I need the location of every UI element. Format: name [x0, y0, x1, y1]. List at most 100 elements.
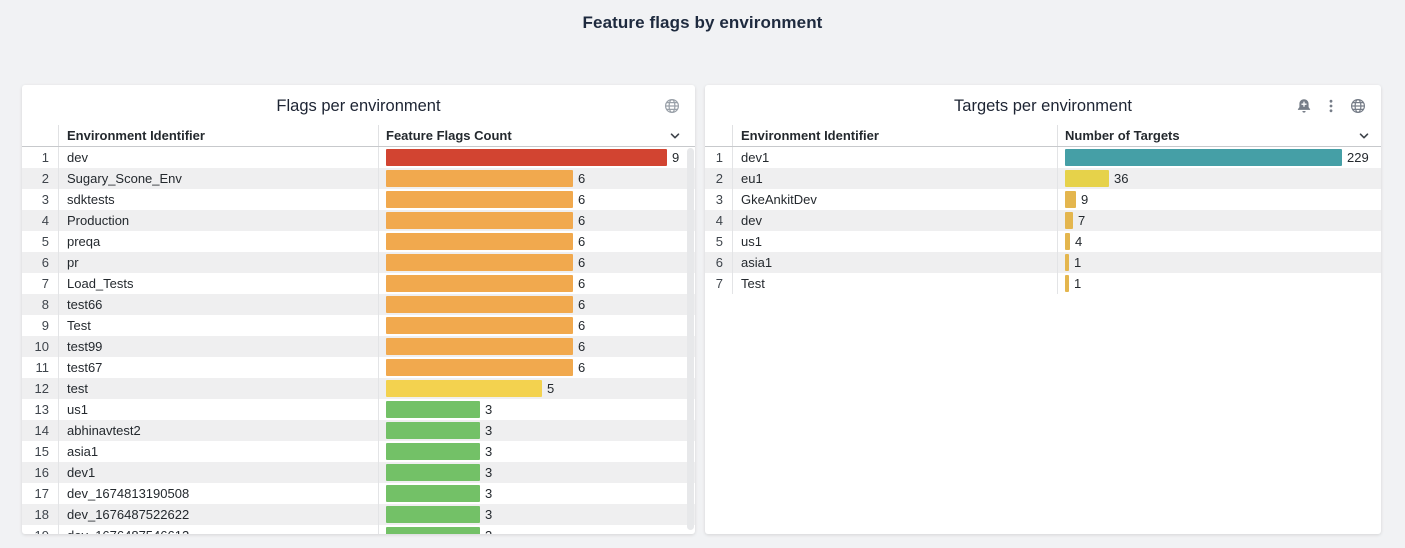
- environment-identifier-cell: us1: [58, 399, 378, 420]
- globe-icon[interactable]: [664, 98, 680, 114]
- gauge-value: 6: [578, 234, 586, 249]
- gauge-value: 3: [485, 465, 493, 480]
- table-row: 17 dev_1674813190508 3: [22, 483, 695, 504]
- environment-identifier-cell: preqa: [58, 231, 378, 252]
- column-header-number-of-targets[interactable]: Number of Targets: [1057, 125, 1381, 146]
- kebab-menu-icon[interactable]: [1323, 98, 1339, 114]
- table-body: 1 dev1 229 2 eu1 36 3 GkeAnkitDev 9 4 dev 7 5 us1 4 6 as…: [705, 147, 1381, 294]
- gauge-bar: [386, 443, 480, 460]
- gauge-value: 6: [578, 276, 586, 291]
- row-index: 5: [715, 234, 723, 249]
- panel-header-icons: [664, 98, 680, 114]
- environment-identifier-cell: pr: [58, 252, 378, 273]
- row-index: 3: [41, 192, 49, 207]
- row-index: 12: [34, 381, 49, 396]
- table-body: 1 dev 9 2 Sugary_Scone_Env 6 3 sdktests 6 4 Produc…: [22, 147, 695, 534]
- row-index: 11: [35, 360, 50, 375]
- gauge-cell: 6: [378, 231, 695, 252]
- gauge-cell: 6: [378, 315, 695, 336]
- bell-plus-icon[interactable]: [1296, 98, 1312, 114]
- table-row: 5 preqa 6: [22, 231, 695, 252]
- gauge-cell: 3: [378, 483, 695, 504]
- environment-identifier-cell: dev_1674813190508: [58, 483, 378, 504]
- row-index: 15: [34, 444, 49, 459]
- gauge-bar: [1065, 191, 1076, 208]
- panel-header-icons: [1296, 98, 1366, 114]
- gauge-cell: 1: [1057, 252, 1381, 273]
- gauge-bar: [1065, 275, 1069, 292]
- environment-identifier-cell: GkeAnkitDev: [732, 189, 1057, 210]
- row-index: 2: [41, 171, 49, 186]
- gauge-bar: [386, 170, 573, 187]
- chevron-down-icon[interactable]: [1357, 129, 1371, 143]
- row-index: 3: [715, 192, 723, 207]
- table-row: 6 asia1 1: [705, 252, 1381, 273]
- globe-icon[interactable]: [1350, 98, 1366, 114]
- row-index: 8: [41, 297, 49, 312]
- table-row: 1 dev1 229: [705, 147, 1381, 168]
- environment-identifier-cell: Sugary_Scone_Env: [58, 168, 378, 189]
- gauge-cell: 3: [378, 399, 695, 420]
- gauge-bar: [1065, 149, 1342, 166]
- row-index: 5: [41, 234, 49, 249]
- row-index-header: [705, 125, 732, 146]
- gauge-bar: [386, 464, 480, 481]
- table-row: 8 test66 6: [22, 294, 695, 315]
- table-row: 9 Test 6: [22, 315, 695, 336]
- gauge-bar: [386, 254, 573, 271]
- gauge-value: 6: [578, 255, 586, 270]
- panel-title[interactable]: Flags per environment: [276, 97, 441, 115]
- environment-identifier-cell: Production: [58, 210, 378, 231]
- gauge-bar: [386, 233, 573, 250]
- gauge-value: 3: [485, 402, 493, 417]
- environment-identifier-cell: dev_1676487546612: [58, 525, 378, 534]
- row-index: 1: [715, 150, 723, 165]
- gauge-value: 9: [672, 150, 680, 165]
- panel-header: Flags per environment: [22, 85, 695, 125]
- gauge-cell: 3: [378, 462, 695, 483]
- row-index: 9: [41, 318, 49, 333]
- gauge-value: 229: [1347, 150, 1369, 165]
- column-header-environment-identifier[interactable]: Environment Identifier: [58, 125, 378, 146]
- table-row: 6 pr 6: [22, 252, 695, 273]
- gauge-value: 3: [485, 444, 493, 459]
- gauge-cell: 6: [378, 294, 695, 315]
- table-row: 11 test67 6: [22, 357, 695, 378]
- row-index: 2: [715, 171, 723, 186]
- environment-identifier-cell: test67: [58, 357, 378, 378]
- gauge-value: 4: [1075, 234, 1083, 249]
- table-row: 15 asia1 3: [22, 441, 695, 462]
- gauge-cell: 6: [378, 252, 695, 273]
- gauge-cell: 3: [378, 504, 695, 525]
- gauge-cell: 6: [378, 189, 695, 210]
- column-header-environment-identifier[interactable]: Environment Identifier: [732, 125, 1057, 146]
- table-row: 4 dev 7: [705, 210, 1381, 231]
- gauge-bar: [1065, 254, 1069, 271]
- table-row: 1 dev 9: [22, 147, 695, 168]
- vertical-scrollbar[interactable]: [687, 148, 694, 530]
- panel-flags-per-environment: Flags per environment Environment Identi…: [22, 85, 695, 534]
- table-row: 2 Sugary_Scone_Env 6: [22, 168, 695, 189]
- row-index: 7: [715, 276, 723, 291]
- row-index-header: [22, 125, 58, 146]
- gauge-cell: 3: [378, 525, 695, 534]
- gauge-cell: 1: [1057, 273, 1381, 294]
- environment-identifier-cell: asia1: [58, 441, 378, 462]
- environment-identifier-cell: test66: [58, 294, 378, 315]
- dashboard-title: Feature flags by environment: [582, 13, 823, 32]
- gauge-cell: 4: [1057, 231, 1381, 252]
- gauge-cell: 6: [378, 210, 695, 231]
- column-header-feature-flags-count[interactable]: Feature Flags Count: [378, 125, 695, 146]
- panel-header: Targets per environment: [705, 85, 1381, 125]
- gauge-value: 9: [1081, 192, 1089, 207]
- gauge-cell: 36: [1057, 168, 1381, 189]
- gauge-bar: [386, 401, 480, 418]
- table-header-row: Environment Identifier Feature Flags Cou…: [22, 125, 695, 147]
- chevron-down-icon[interactable]: [668, 129, 682, 143]
- environment-identifier-cell: dev1: [58, 462, 378, 483]
- gauge-value: 6: [578, 171, 586, 186]
- table-row: 16 dev1 3: [22, 462, 695, 483]
- table-row: 18 dev_1676487522622 3: [22, 504, 695, 525]
- environment-identifier-cell: us1: [732, 231, 1057, 252]
- panel-title[interactable]: Targets per environment: [954, 97, 1132, 115]
